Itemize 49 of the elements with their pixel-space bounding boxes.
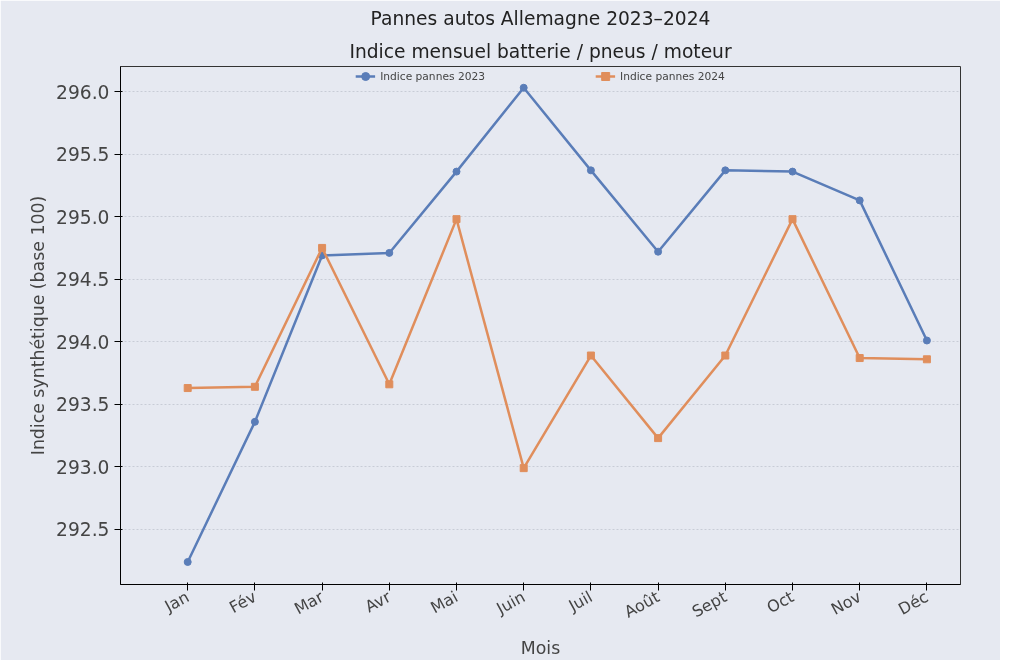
point [318,243,327,252]
point [183,557,192,566]
point [519,464,528,473]
point [519,83,528,92]
x-tick-label: Fév [226,587,260,618]
point [855,196,864,205]
y-tick-label: 295.5 [56,144,110,166]
x-tick-label: Mar [291,586,328,619]
point [183,384,192,393]
point [654,247,663,256]
x-tick-label: Jan [160,587,193,617]
point [922,336,931,345]
x-tick-label: Nov [827,587,865,619]
point [250,417,259,426]
y-tick-label: 292.5 [56,519,110,541]
x-axis-title: Mois [520,637,561,658]
y-tick-label: 293.5 [56,394,110,416]
x-tick-label: Déc [895,587,932,619]
x-tick-label: Juin [492,587,529,619]
y-axis-title: Indice synthétique (base 100) [28,195,49,456]
x-tick-label: Oct [763,587,798,618]
y-tick-label: 293.0 [56,456,110,478]
legend-label: Indice pannes 2024 [620,69,725,83]
x-tick-label: Juil [564,587,596,616]
y-tick-label: 294.0 [56,331,110,353]
point [452,215,461,224]
point [385,248,394,257]
point [721,166,730,175]
x-tick-label: Août [621,587,663,622]
legend-label: Indice pannes 2023 [380,69,485,83]
y-tick-label: 295.0 [56,206,110,228]
y-tick-label: 294.5 [56,269,110,291]
point [721,351,730,360]
y-tick-label: 296.0 [56,81,110,103]
point [452,167,461,176]
point [855,354,864,363]
point [586,166,595,175]
point [586,351,595,360]
x-tick-label: Sept [688,587,730,622]
x-tick-label: Avr [361,586,395,617]
point [250,382,259,391]
point [922,355,931,364]
chart-subtitle: Indice mensuel batterie / pneus / moteur [349,40,732,62]
point [654,434,663,443]
point [385,380,394,389]
point [788,167,797,176]
chart-title: Pannes autos Allemagne 2023–2024 [370,7,711,29]
x-tick-label: Mai [427,587,462,618]
point [788,215,797,224]
